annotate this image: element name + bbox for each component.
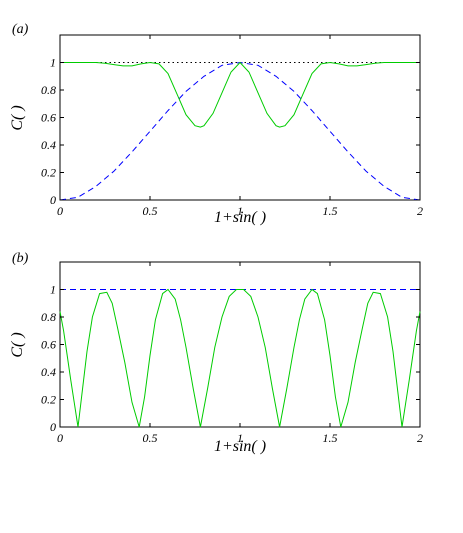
y-tick-label-b: 1 [50, 283, 56, 297]
y-tick-label-b: 0 [50, 420, 56, 434]
axes-frame-a [59, 34, 421, 201]
x-tick-label-b: 0 [57, 431, 63, 445]
x-tick-label-a: 0.5 [143, 204, 158, 218]
x-tick-label-b: 0.5 [143, 431, 158, 445]
x-tick-label-a: 2 [417, 204, 423, 218]
x-axis-label-a: 1+sin( ) [214, 209, 266, 226]
y-tick-label-b: 0.4 [41, 365, 56, 379]
x-tick-label-b: 1.5 [323, 431, 338, 445]
panel-label-b: (b) [12, 251, 29, 266]
series-line-a-2-solid [60, 61, 420, 128]
axes-frame-b [59, 261, 421, 428]
y-tick-label-a: 1 [50, 56, 56, 70]
y-tick-label-a: 0.2 [41, 166, 56, 180]
x-tick-label-a: 0 [57, 204, 63, 218]
panel-b: (b) 0 0.5 1 1.5 2 0 0.2 0.4 0.6 0.8 1 1+sin( ) C( … [9, 251, 423, 455]
x-axis-label-b: 1+sin( ) [214, 438, 266, 455]
y-axis-label-a: C( ) [9, 105, 26, 130]
y-axis-label-b: C( ) [9, 332, 26, 357]
y-tick-label-b: 0.8 [41, 310, 56, 324]
x-tick-label-b: 1 [237, 431, 243, 445]
series-group-b [59, 288, 421, 428]
x-tick-label-a: 1 [237, 204, 243, 218]
series-line-b-1-solid [59, 288, 421, 428]
y-tick-label-a: 0 [50, 193, 56, 207]
x-tick-label-b: 2 [417, 431, 423, 445]
y-tick-label-b: 0.6 [41, 338, 56, 352]
ticks-group-a: 0 0.5 1 1.5 2 0 0.2 0.4 0.6 0.8 1 [41, 35, 423, 218]
panel-label-a: (a) [12, 22, 29, 37]
ticks-group-b: 0 0.5 1 1.5 2 0 0.2 0.4 0.6 0.8 1 [41, 262, 423, 445]
y-tick-label-a: 0.8 [41, 83, 56, 97]
panel-a: (a) 0 0.5 1 1.5 2 0 0.2 0.4 0.6 0.8 1 1+sin( ) C( … [9, 22, 423, 226]
series-group-a [59, 61, 421, 201]
x-tick-label-a: 1.5 [323, 204, 338, 218]
y-tick-label-b: 0.2 [41, 393, 56, 407]
y-tick-label-a: 0.6 [41, 111, 56, 125]
y-tick-label-a: 0.4 [41, 138, 56, 152]
